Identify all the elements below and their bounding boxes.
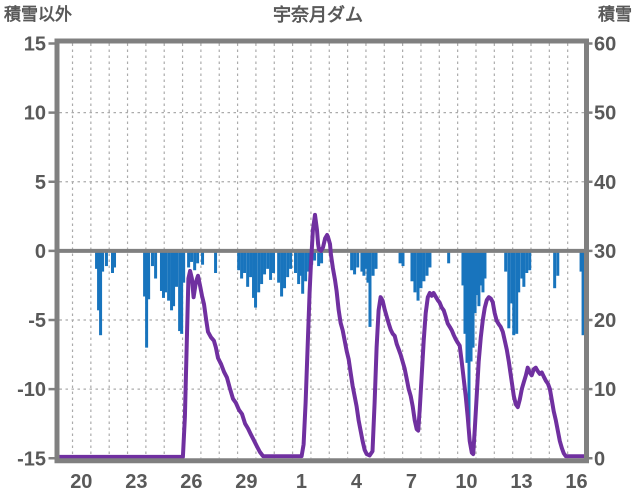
y-left-tick-label: -10 xyxy=(17,379,46,401)
x-tick-label: 7 xyxy=(406,471,417,493)
y-right-tick-label: 10 xyxy=(594,379,616,401)
x-tick-label: 20 xyxy=(70,471,92,493)
x-tick-label: 23 xyxy=(125,471,147,493)
right-axis-title: 積雪 xyxy=(598,5,632,24)
left-axis-title: 積雪以外 xyxy=(4,5,72,24)
y-left-tick-label: 10 xyxy=(24,103,46,125)
y-right-tick-label: 0 xyxy=(594,448,605,470)
snow-line xyxy=(57,212,586,459)
y-left-tick-label: -15 xyxy=(17,448,46,470)
y-right-tick-label: 40 xyxy=(594,172,616,194)
y-axis-labels-right: 60 50 40 30 20 10 0 xyxy=(594,34,616,471)
x-tick-label: 1 xyxy=(296,471,307,493)
x-tick-label: 4 xyxy=(351,471,363,493)
y-right-tick-label: 30 xyxy=(594,241,616,263)
x-tick-label: 13 xyxy=(510,471,532,493)
chart-title: 宇奈月ダム xyxy=(273,5,363,25)
x-tick-label: 26 xyxy=(180,471,202,493)
x-tick-label: 16 xyxy=(565,471,587,493)
x-axis-labels: 20 23 26 29 1 4 7 10 13 16 xyxy=(70,471,587,493)
y-right-tick-label: 60 xyxy=(594,34,616,56)
precip-bars xyxy=(95,250,585,431)
axis-ticks xyxy=(48,42,593,460)
y-right-tick-label: 20 xyxy=(594,310,616,332)
y-right-tick-label: 50 xyxy=(594,103,616,125)
y-axis-labels-left: 15 10 5 0 -5 -10 -15 xyxy=(17,34,46,471)
y-left-tick-label: 5 xyxy=(35,172,46,194)
x-tick-label: 10 xyxy=(455,471,477,493)
y-left-tick-label: 15 xyxy=(24,34,46,56)
y-left-tick-label: 0 xyxy=(35,241,46,263)
x-tick-label: 29 xyxy=(235,471,257,493)
y-left-tick-label: -5 xyxy=(28,310,46,332)
